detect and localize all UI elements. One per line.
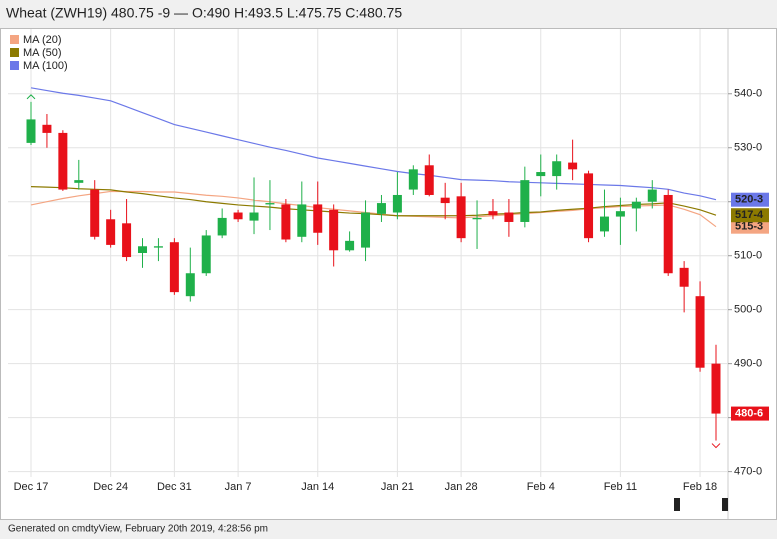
scroll-handle[interactable] — [674, 498, 680, 511]
last-value-label: 480-6 — [735, 407, 763, 419]
candle-body — [392, 194, 402, 213]
last-value-label: 515-3 — [735, 221, 763, 233]
candle-body — [472, 217, 482, 220]
legend-label: MA (50) — [23, 47, 62, 59]
ma-line — [30, 190, 717, 228]
candle-body — [217, 217, 227, 236]
candle-body — [584, 173, 594, 239]
candle-body — [42, 124, 52, 133]
y-tick-label: 530-0 — [734, 142, 762, 154]
candle-body — [615, 211, 625, 217]
marks — [26, 87, 721, 449]
candle-body — [249, 212, 259, 221]
candle-body — [26, 119, 36, 143]
candle-body — [153, 246, 163, 248]
candle-body — [424, 165, 434, 195]
candle-body — [456, 196, 466, 239]
legend-swatch — [10, 35, 19, 44]
last-value-tag — [731, 406, 769, 421]
y-tick-label: 490-0 — [734, 358, 762, 370]
candle-body — [90, 189, 100, 237]
candle-body — [536, 172, 546, 177]
candle-body — [695, 296, 705, 368]
candle-body — [169, 242, 179, 293]
candle-body — [345, 240, 355, 251]
candle-body — [201, 235, 211, 274]
candle-body — [265, 203, 275, 205]
scroll-handle[interactable] — [722, 498, 728, 511]
chart-frame — [0, 28, 777, 520]
candle-body — [488, 211, 498, 216]
candle-body — [663, 194, 673, 274]
x-tick-label: Feb 18 — [683, 481, 717, 493]
x-tick-label: Jan 14 — [301, 481, 334, 493]
footer-bar — [0, 520, 777, 539]
candle-body — [329, 209, 339, 251]
legend-label: MA (20) — [23, 34, 62, 46]
candle-body — [408, 169, 418, 190]
x-tick-label: Jan 28 — [445, 481, 478, 493]
high-marker — [26, 94, 36, 100]
candle-body — [376, 203, 386, 214]
candle-body — [552, 161, 562, 177]
candle-body — [281, 204, 291, 240]
candle-body — [185, 273, 195, 297]
candle-body — [74, 180, 84, 183]
legend-swatch — [10, 61, 19, 70]
candle-body — [599, 216, 609, 232]
x-tick-label: Dec 24 — [93, 481, 128, 493]
candle-body — [520, 180, 530, 222]
last-value-tag — [731, 192, 769, 207]
candle-body — [297, 204, 307, 237]
x-tick-label: Dec 17 — [14, 481, 49, 493]
candle-body — [233, 212, 243, 220]
ma-line — [30, 186, 717, 217]
candle-body — [138, 246, 148, 253]
x-tick-label: Jan 7 — [225, 481, 252, 493]
last-value-tag — [731, 208, 769, 223]
footer-text: Generated on cmdtyView, February 20th 20… — [8, 524, 268, 535]
last-value-label: 520-3 — [735, 194, 763, 206]
candle-body — [711, 363, 721, 414]
x-tick-label: Dec 31 — [157, 481, 192, 493]
y-tick-label: 510-0 — [734, 250, 762, 262]
chart-title: Wheat (ZWH19) 480.75 -9 — O:490 H:493.5 … — [6, 5, 402, 21]
candle-body — [440, 197, 450, 204]
y-tick-label: 540-0 — [734, 88, 762, 100]
candle-body — [504, 212, 514, 222]
last-value-label: 517-4 — [735, 209, 764, 221]
candle-body — [58, 132, 68, 190]
x-tick-label: Feb 4 — [527, 481, 555, 493]
candle-body — [106, 219, 116, 245]
candle-body — [679, 267, 689, 287]
candle-body — [122, 223, 132, 258]
low-marker — [711, 443, 721, 449]
x-tick-label: Feb 11 — [604, 481, 637, 493]
legend-swatch — [10, 48, 19, 57]
candle-body — [361, 212, 371, 248]
header-bar — [0, 0, 777, 28]
candle-body — [647, 189, 657, 202]
ma-line — [30, 87, 717, 201]
last-value-tag — [731, 219, 769, 234]
legend-label: MA (100) — [23, 60, 68, 72]
candle-body — [568, 162, 578, 170]
y-tick-label: 500-0 — [734, 304, 762, 316]
candle-body — [313, 204, 323, 233]
y-tick-label: 470-0 — [734, 466, 762, 478]
candle-body — [631, 201, 641, 209]
x-tick-label: Jan 21 — [381, 481, 414, 493]
